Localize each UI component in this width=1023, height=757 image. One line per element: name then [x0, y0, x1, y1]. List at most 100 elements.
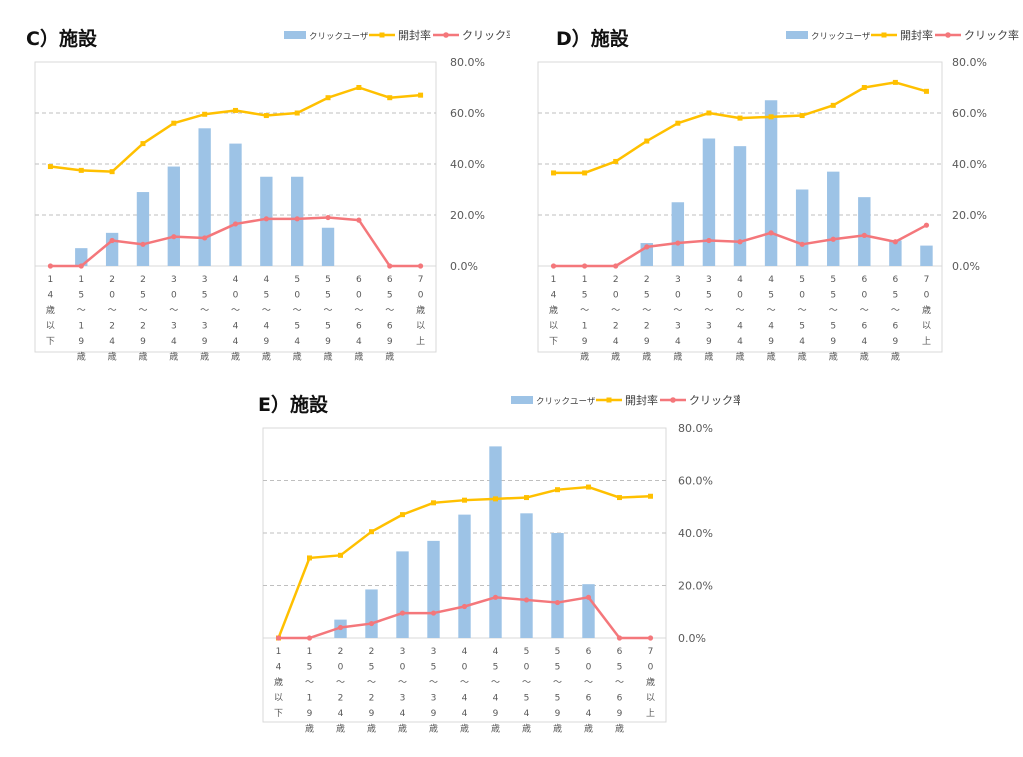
x-tick-label: 6 0 〜 6 4 歳: [354, 275, 363, 363]
click-rate-point: [387, 263, 393, 269]
x-tick-label: 2 5 〜 2 9 歳: [138, 275, 147, 363]
open-rate-point: [325, 95, 331, 101]
x-tick-label: 4 5 〜 4 9 歳: [767, 275, 776, 363]
plot-frame: [34, 61, 437, 353]
x-tick-label: 4 0 〜 4 4 歳: [735, 275, 744, 363]
x-tick-label: 4 0 〜 4 4 歳: [460, 647, 469, 735]
x-tick-label: 4 5 〜 4 9 歳: [491, 647, 500, 735]
x-tick-label: 5 5 〜 5 9 歳: [324, 275, 333, 363]
open-rate-point: [648, 493, 653, 499]
legend-label-clickrate: クリック率: [964, 28, 1019, 42]
click-rate-point: [232, 221, 239, 227]
legend-swatch-clickusers: [786, 31, 808, 39]
click-rate-point: [585, 594, 592, 600]
chart-title-c: C）施設: [26, 28, 97, 50]
x-tick-label: 6 5 〜 6 9 歳: [385, 275, 394, 363]
x-tick-label: 3 5 〜 3 9 歳: [704, 275, 713, 363]
open-rate-point: [617, 495, 622, 501]
open-rate-point: [644, 138, 650, 144]
x-tick-label: 6 5 〜 6 9 歳: [615, 647, 624, 735]
x-tick-label: 1 4 歳以下: [274, 647, 283, 719]
bar: [198, 128, 211, 266]
x-tick-label: 4 0 〜 4 4 歳: [231, 275, 240, 363]
x-tick-label: 6 0 〜 6 4 歳: [584, 647, 593, 735]
click-rate-point: [275, 635, 282, 641]
x-tick-label: 1 4 歳以下: [46, 275, 55, 347]
y-tick-label: 0.0%: [450, 260, 478, 273]
open-rate-point: [493, 496, 498, 502]
open-rate-point: [613, 158, 619, 164]
open-rate-point: [47, 164, 53, 170]
open-rate-point: [524, 495, 529, 501]
bar: [229, 143, 242, 266]
x-tick-label: 3 0 〜 3 4 歳: [398, 647, 407, 735]
click-rate-point: [550, 263, 557, 269]
legend-marker-openrate: [379, 32, 385, 38]
chart-panel-e: E）施設 80.0% 60.0% 40.0% 20.0% 0.0% 1 4 歳以下 1 5 〜 1 9 歳…: [230, 370, 740, 757]
x-tick-label: 2 5 〜 2 9 歳: [642, 275, 651, 363]
open-rate-point: [400, 512, 405, 518]
click-rate-point: [582, 263, 588, 269]
x-tick-label: 3 0 〜 3 4 歳: [169, 275, 178, 363]
legend-label-clickusers: クリックユーザー: [811, 32, 879, 42]
bar: [920, 245, 933, 266]
chart-e: 80.0% 60.0% 40.0% 20.0% 0.0% 1 4 歳以下 1 5 〜 1 9 歳 2 0 〜 2 4…: [262, 393, 740, 735]
open-rate-point: [830, 102, 836, 108]
click-rate-point: [78, 263, 84, 269]
open-rate-point: [431, 500, 436, 506]
click-rate-point: [109, 237, 115, 244]
x-tick-label: 1 5 〜 1 9 歳: [77, 275, 86, 363]
x-tick-label: 5 5 〜 5 9 歳: [553, 647, 562, 735]
bar: [889, 240, 902, 266]
click-rate-point: [613, 263, 619, 269]
open-rate-point: [675, 120, 681, 126]
x-tick-label: 5 5 〜 5 9 歳: [829, 275, 838, 363]
open-rate-point: [369, 529, 374, 535]
y-tick-label: 0.0%: [678, 632, 706, 645]
bar: [136, 192, 150, 266]
y-tick-label: 0.0%: [952, 260, 980, 273]
open-rate-point: [706, 110, 712, 116]
legend-label-clickusers: クリックユーザー: [536, 397, 604, 407]
click-rate-point: [306, 635, 313, 641]
bar: [105, 232, 119, 266]
chart-title-e: E）施設: [258, 394, 328, 416]
click-rate-point: [923, 222, 930, 228]
legend-label-clickusers: クリックユーザー: [309, 32, 377, 42]
click-rate-point: [675, 240, 681, 246]
bar: [827, 171, 840, 266]
legend-label-openrate: 開封率: [900, 28, 933, 42]
y-tick-label: 20.0%: [952, 209, 987, 222]
legend-label-clickrate: クリック率: [689, 393, 740, 407]
x-tick-label: 6 0 〜 6 4 歳: [860, 275, 869, 363]
legend-label-clickrate: クリック率: [462, 28, 510, 42]
x-tick-label: 2 0 〜 2 4 歳: [611, 275, 620, 363]
click-rate-point: [554, 599, 561, 606]
x-tick-label: 6 5 〜 6 9 歳: [891, 275, 900, 363]
x-tick-label: 4 5 〜 4 9 歳: [262, 275, 271, 363]
open-rate-point: [923, 88, 929, 94]
bar: [764, 100, 778, 266]
click-rate-point: [492, 594, 499, 600]
click-rate-point: [417, 263, 424, 269]
open-rate-point: [861, 85, 867, 90]
legend-marker-clickrate: [670, 397, 676, 403]
legend-marker-openrate: [606, 397, 612, 403]
click-rate-point: [171, 234, 177, 240]
click-rate-point: [523, 597, 530, 603]
legend-swatch-clickusers: [511, 396, 533, 404]
click-rate-point: [706, 237, 712, 244]
chart-d: 80.0% 60.0% 40.0% 20.0% 0.0% 1 4 歳以下 1 5 〜 1 9 歳 2 0 〜 2 4…: [537, 28, 1019, 363]
x-tick-label: 3 0 〜 3 4 歳: [673, 275, 682, 363]
click-rate-point: [430, 610, 437, 616]
open-rate-point: [582, 170, 588, 176]
bar: [520, 513, 533, 638]
y-tick-label: 20.0%: [450, 209, 485, 222]
click-rate-point: [368, 620, 375, 627]
open-rate-point: [233, 107, 238, 113]
open-rate-point: [462, 497, 467, 503]
click-rate-point: [830, 236, 836, 242]
bar: [396, 551, 409, 638]
open-rate-point: [551, 170, 557, 176]
open-rate-point: [109, 169, 115, 175]
